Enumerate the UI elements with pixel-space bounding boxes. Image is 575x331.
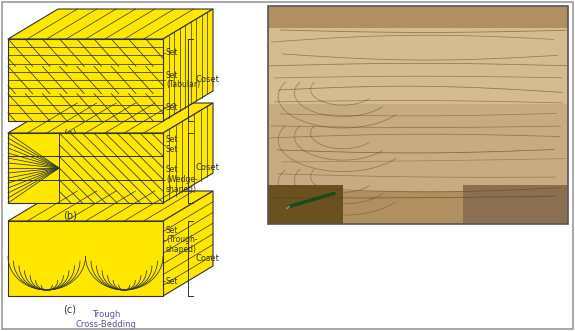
Polygon shape [163, 103, 213, 203]
Bar [268, 6, 568, 28]
Text: Set
(Wedge-
shaped): Set (Wedge- shaped) [166, 166, 198, 194]
Bar [268, 6, 568, 104]
Bar [268, 6, 568, 224]
Text: Set
Set: Set Set [166, 135, 178, 154]
Text: Coset: Coset [195, 75, 219, 84]
Polygon shape [8, 39, 163, 121]
Text: Set: Set [166, 276, 178, 286]
Text: Coset: Coset [195, 164, 219, 172]
Text: (a): (a) [63, 129, 77, 139]
Polygon shape [8, 9, 213, 39]
Text: (b): (b) [63, 211, 77, 221]
Bar [268, 6, 568, 224]
Text: Set
(Trough-
shaped): Set (Trough- shaped) [166, 225, 198, 254]
Bar [463, 185, 568, 224]
Polygon shape [8, 103, 213, 133]
Text: Trough
Cross-Bedding: Trough Cross-Bedding [75, 310, 136, 329]
Text: Set
(Tabular): Set (Tabular) [166, 71, 200, 89]
Bar [268, 185, 343, 224]
Polygon shape [8, 191, 213, 221]
Polygon shape [8, 221, 163, 296]
Polygon shape [8, 133, 163, 203]
Text: Set: Set [166, 103, 178, 112]
Text: (c): (c) [63, 304, 76, 314]
Text: Coset: Coset [195, 254, 219, 263]
Polygon shape [163, 191, 213, 296]
Text: Set: Set [166, 48, 178, 57]
Bar [343, 191, 463, 224]
Polygon shape [163, 9, 213, 121]
